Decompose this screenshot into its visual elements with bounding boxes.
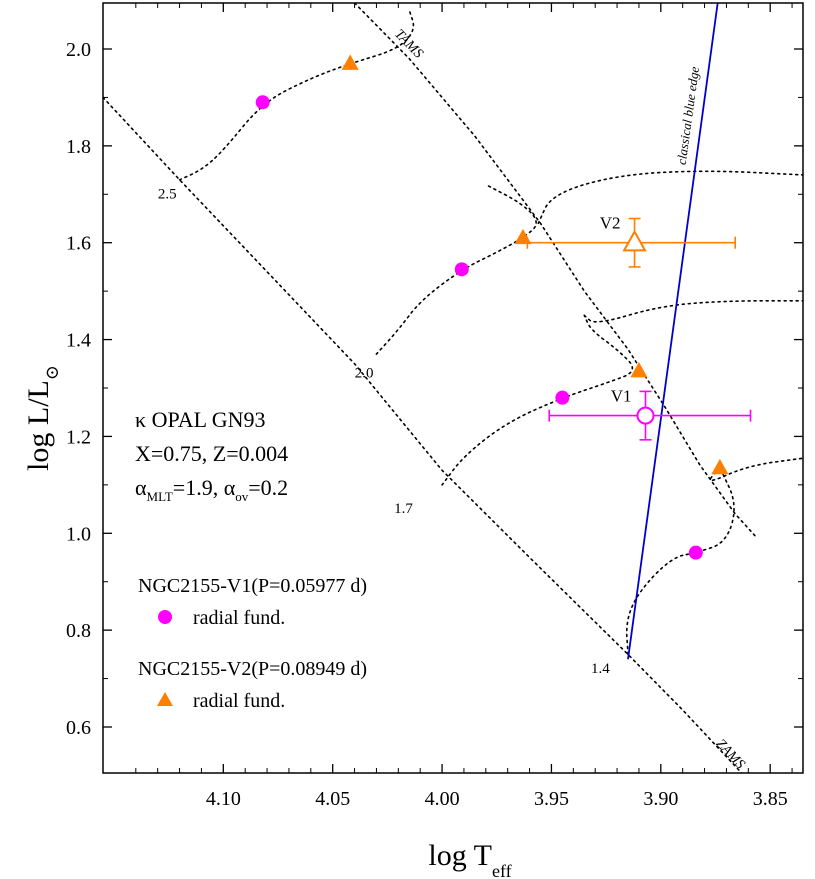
- zams-label: ZAMS: [713, 736, 748, 772]
- axes-ticks: 4.10 4.05 4.00 3.95 3.90 3.85 0.6 0.8 1.0 1.2 1.4 1…: [66, 3, 803, 810]
- legend-v2-label: radial fund.: [193, 690, 285, 712]
- y-tick-label: 1.4: [66, 330, 91, 352]
- v1-model-point: [255, 95, 270, 110]
- legend-v1-label: radial fund.: [193, 607, 285, 629]
- star-v2-marker: [622, 229, 647, 252]
- x-axis-label: log Teff: [428, 839, 511, 879]
- track-mass-label: 1.4: [591, 661, 610, 677]
- evolutionary-track-1-4: [625, 467, 735, 656]
- x-tick-label: 3.90: [643, 788, 678, 810]
- tams-label: TAMS: [391, 27, 426, 62]
- x-tick-label: 4.10: [206, 788, 241, 810]
- star-v2-label: V2: [600, 214, 621, 233]
- y-tick-label: 2.0: [66, 39, 91, 61]
- post-ms-loop: [537, 170, 803, 225]
- v2-model-point: [711, 458, 729, 475]
- v2-model-point: [630, 362, 648, 378]
- post-ms-loop: [709, 457, 803, 482]
- evolutionary-track-2-5: [178, 9, 415, 181]
- track-mass-label: 2.0: [355, 365, 374, 381]
- track-mass-label: 1.7: [394, 501, 413, 517]
- y-axis-label: log L/L⊙: [22, 365, 62, 471]
- model-opacity-label: κ OPAL GN93: [135, 407, 265, 432]
- zams-line: [103, 96, 743, 773]
- star-v1-marker: [636, 406, 655, 425]
- x-tick-label: 4.05: [315, 788, 350, 810]
- model-alpha-label: αMLT=1.9, αov=0.2: [135, 475, 288, 504]
- post-ms-loop: [583, 300, 803, 323]
- y-tick-label: 1.6: [66, 233, 91, 255]
- v2-model-point: [341, 54, 359, 70]
- y-tick-label: 1.8: [66, 136, 91, 158]
- v1-model-point: [454, 262, 469, 277]
- x-tick-label: 3.85: [753, 788, 788, 810]
- v1-model-point: [688, 545, 703, 560]
- data-markers: V1 V2: [255, 54, 752, 560]
- track-mass-label: 2.5: [158, 186, 177, 202]
- x-tick-label: 4.00: [425, 788, 460, 810]
- v2-model-point: [514, 228, 532, 245]
- classical-blue-edge-line: [627, 3, 719, 660]
- legend: NGC2155-V1(P=0.05977 d) radial fund. NGC…: [138, 575, 367, 712]
- blue-edge-layer: classical blue edge: [627, 3, 719, 660]
- evolutionary-track-1-7: [441, 314, 634, 486]
- model-composition-label: X=0.75, Z=0.004: [135, 441, 288, 466]
- y-tick-label: 1.0: [66, 523, 91, 545]
- legend-v2-triangle-marker: [157, 692, 173, 706]
- legend-v1-title: NGC2155-V1(P=0.05977 d): [138, 575, 367, 597]
- evolutionary-track-2-0: [375, 183, 537, 355]
- y-tick-label: 0.6: [66, 717, 91, 739]
- v1-model-point: [555, 390, 570, 405]
- legend-v1-circle-marker: [158, 610, 172, 624]
- y-tick-label: 0.8: [66, 620, 91, 642]
- x-tick-label: 3.95: [534, 788, 569, 810]
- star-v1-label: V1: [611, 387, 632, 406]
- legend-v2-title: NGC2155-V2(P=0.08949 d): [138, 658, 367, 680]
- y-tick-label: 1.2: [66, 426, 91, 448]
